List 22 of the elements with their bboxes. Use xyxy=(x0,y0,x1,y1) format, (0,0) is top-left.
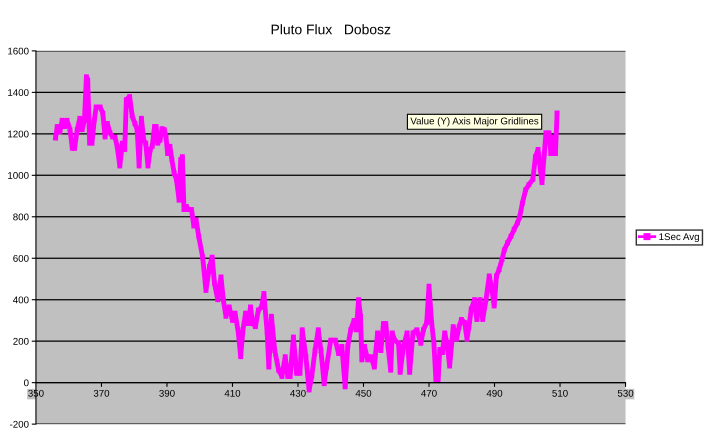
x-tick-label: 470 xyxy=(421,390,437,397)
y-tick-label: 0 xyxy=(24,379,29,386)
x-tick-label: 370 xyxy=(94,390,110,397)
x-tick-label: 390 xyxy=(159,390,175,397)
y-tick-label: -200 xyxy=(10,420,29,428)
y-tick-label: 600 xyxy=(13,254,29,262)
x-tick-label: 490 xyxy=(486,390,502,397)
y-tick-label: 1200 xyxy=(8,130,29,138)
chart-title: Pluto Flux Dobosz xyxy=(272,24,390,34)
y-tick-label: 1000 xyxy=(8,172,29,179)
y-tick-label: 800 xyxy=(13,214,29,220)
x-tick-label: 530 xyxy=(618,390,634,397)
legend-label: 1Sec Avg xyxy=(659,233,699,242)
x-tick-label: 510 xyxy=(552,390,568,397)
x-tick-label: 450 xyxy=(356,390,372,397)
y-tick-label: 1600 xyxy=(8,48,29,55)
y-tick-label: 1400 xyxy=(8,89,29,96)
x-tick-label: 430 xyxy=(290,390,306,397)
y-tick-label: 200 xyxy=(13,338,29,345)
annotation: Value (Y) Axis Major Gridlines xyxy=(410,117,538,126)
x-tick-label: 410 xyxy=(224,390,240,397)
y-tick-label: 400 xyxy=(13,296,29,304)
